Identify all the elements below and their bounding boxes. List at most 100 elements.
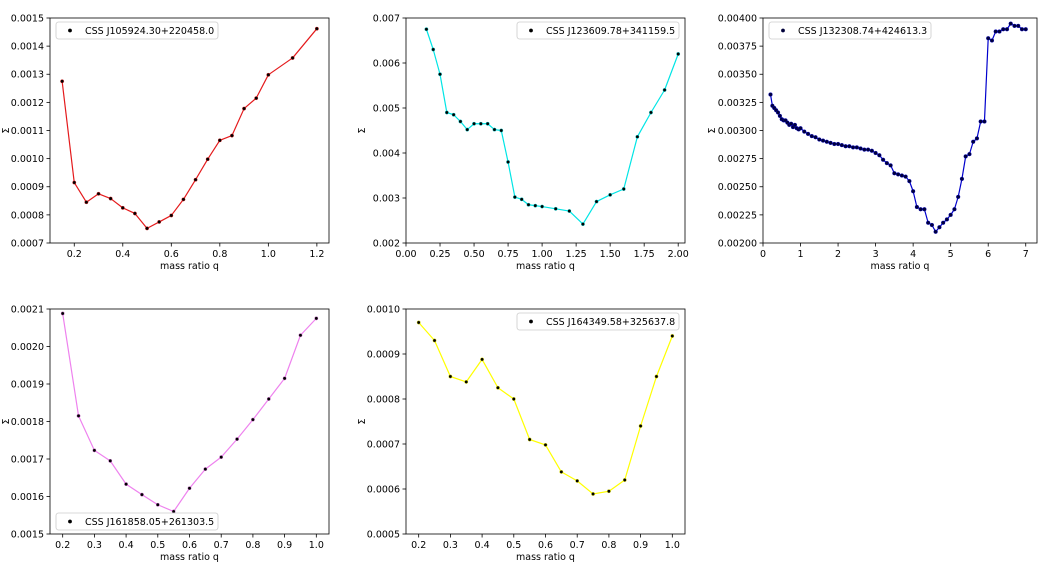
data-point bbox=[933, 229, 938, 234]
data-point bbox=[963, 154, 968, 159]
data-point bbox=[967, 152, 972, 157]
data-point bbox=[543, 442, 548, 447]
data-point bbox=[662, 88, 667, 92]
legend-box bbox=[55, 512, 219, 531]
data-point bbox=[92, 448, 97, 453]
data-point bbox=[941, 220, 946, 225]
y-tick-label: 0.00225 bbox=[718, 210, 757, 221]
data-point bbox=[805, 131, 811, 136]
data-point bbox=[444, 110, 449, 115]
data-point bbox=[789, 121, 794, 126]
data-point bbox=[862, 147, 867, 152]
y-tick-label: 0.007 bbox=[373, 13, 400, 24]
legend: CSS J105924.30+220458.0 bbox=[55, 21, 219, 40]
legend-box bbox=[768, 21, 932, 40]
data-point bbox=[918, 207, 923, 212]
x-axis-label: mass ratio q bbox=[160, 261, 219, 272]
data-point bbox=[424, 27, 429, 32]
data-point bbox=[621, 187, 626, 191]
data-point bbox=[802, 129, 807, 134]
data-point bbox=[1001, 27, 1006, 32]
data-point bbox=[266, 397, 271, 401]
y-tick-label: 0.00200 bbox=[718, 238, 757, 249]
data-point bbox=[835, 141, 841, 147]
data-point bbox=[448, 374, 453, 379]
x-tick-label: 1.00 bbox=[532, 249, 553, 260]
y-tick-label: 0.0015 bbox=[11, 13, 44, 24]
x-tick-label: 0.5 bbox=[150, 540, 165, 551]
x-tick-label: 0.8 bbox=[245, 540, 260, 551]
data-point bbox=[922, 207, 927, 212]
x-tick-label: 4 bbox=[910, 249, 916, 260]
data-point bbox=[499, 128, 504, 133]
data-point bbox=[676, 52, 681, 56]
legend-box bbox=[55, 21, 219, 40]
data-point bbox=[519, 197, 524, 202]
y-tick-label: 0.00400 bbox=[718, 13, 757, 24]
data-point bbox=[854, 145, 859, 150]
x-axis-label: mass ratio q bbox=[160, 552, 219, 563]
data-point bbox=[1004, 27, 1010, 32]
data-point bbox=[820, 138, 826, 143]
data-point bbox=[314, 26, 319, 31]
data-point bbox=[850, 145, 856, 150]
data-point bbox=[824, 139, 829, 144]
legend-marker bbox=[529, 28, 533, 33]
y-tick-label: 0.00350 bbox=[718, 70, 757, 81]
x-tick-label: 0.4 bbox=[115, 249, 130, 260]
data-point bbox=[575, 478, 580, 483]
y-tick-label: 0.0021 bbox=[11, 304, 44, 315]
data-point bbox=[591, 492, 595, 496]
data-point bbox=[72, 180, 77, 185]
data-point bbox=[298, 333, 303, 338]
data-point bbox=[559, 469, 564, 474]
x-tick-label: 0.2 bbox=[67, 249, 82, 260]
y-tick-label: 0.0010 bbox=[11, 154, 44, 165]
y-tick-label: 0.0011 bbox=[11, 126, 44, 137]
x-tick-label: 2.00 bbox=[668, 249, 689, 260]
data-point bbox=[217, 138, 222, 143]
x-tick-label: 0.25 bbox=[429, 249, 450, 260]
data-point bbox=[622, 478, 627, 482]
data-point bbox=[472, 121, 476, 126]
x-tick-label: 0.4 bbox=[475, 540, 490, 551]
legend: CSS J132308.74+424613.3 bbox=[768, 21, 932, 40]
y-tick-label: 0.0015 bbox=[11, 529, 44, 540]
data-point bbox=[959, 176, 965, 181]
data-point bbox=[881, 157, 886, 162]
data-point bbox=[155, 502, 160, 507]
y-tick-label: 0.0007 bbox=[11, 238, 44, 249]
data-point bbox=[492, 127, 497, 132]
data-point bbox=[512, 195, 517, 200]
data-point bbox=[869, 148, 874, 153]
data-point bbox=[314, 316, 319, 321]
data-point bbox=[892, 171, 897, 176]
x-tick-label: 1.0 bbox=[309, 540, 324, 551]
legend-marker bbox=[68, 28, 72, 33]
x-tick-label: 0.75 bbox=[497, 249, 518, 260]
y-axis-label: Σ bbox=[1, 127, 12, 133]
data-point bbox=[877, 153, 882, 158]
legend: CSS J164349.58+325637.8 bbox=[516, 312, 680, 331]
x-tick-label: 0.4 bbox=[119, 540, 134, 551]
legend-box bbox=[516, 21, 680, 40]
y-tick-label: 0.002 bbox=[373, 238, 400, 249]
data-point bbox=[526, 202, 531, 207]
x-axis-label: mass ratio q bbox=[516, 552, 575, 563]
series-line bbox=[425, 29, 679, 225]
y-tick-label: 0.005 bbox=[373, 103, 400, 114]
x-tick-label: 0.9 bbox=[277, 540, 292, 551]
data-point bbox=[1019, 27, 1025, 32]
data-point bbox=[581, 222, 585, 227]
data-point bbox=[982, 119, 987, 124]
data-point bbox=[978, 119, 983, 124]
data-point bbox=[832, 141, 837, 147]
y-tick-label: 0.0008 bbox=[11, 210, 44, 221]
y-tick-label: 0.00300 bbox=[718, 126, 757, 137]
data-point bbox=[242, 106, 246, 111]
data-point bbox=[458, 119, 463, 124]
x-tick-label: 1.50 bbox=[600, 249, 621, 260]
data-point bbox=[203, 467, 208, 472]
y-axis-label: Σ bbox=[707, 127, 718, 133]
y-tick-label: 0.0014 bbox=[11, 42, 44, 53]
